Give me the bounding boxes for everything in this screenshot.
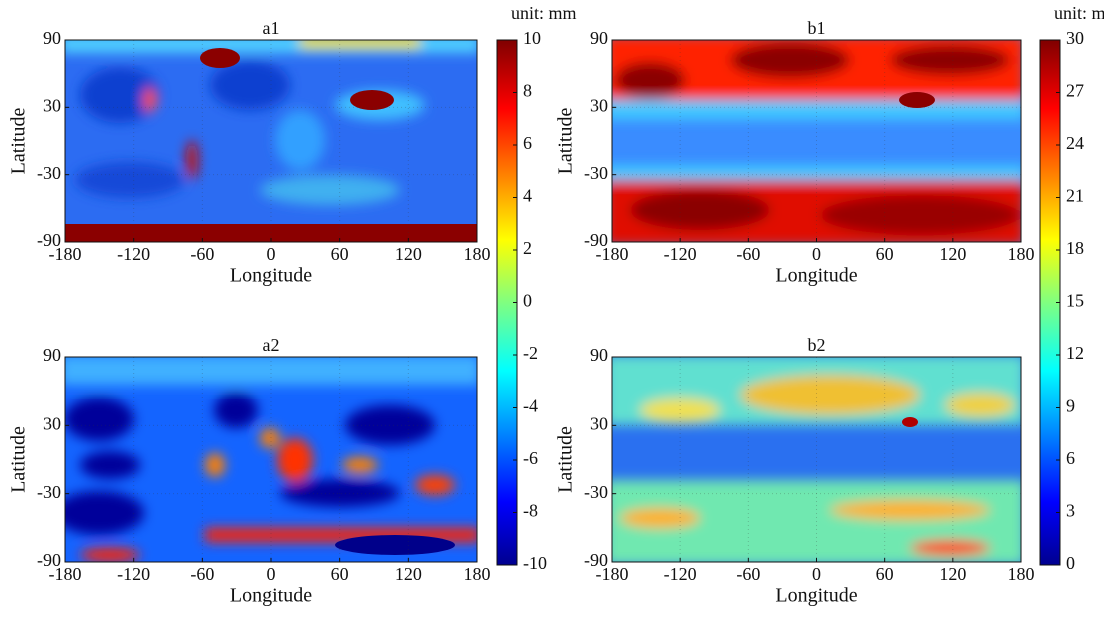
axes-box (64, 39, 478, 243)
x-tick-label: 60 (331, 564, 349, 584)
x-tick-label: -60 (736, 244, 760, 264)
x-tick-label: -120 (664, 244, 697, 264)
colorbar-tick-label: -2 (523, 343, 538, 363)
x-tick-label: -120 (664, 564, 697, 584)
colorbar-tick-label: -10 (523, 553, 547, 573)
x-tick-label: -180 (49, 564, 82, 584)
colorbar-tick-label: 6 (523, 133, 532, 153)
x-tick-label: 120 (395, 564, 422, 584)
x-tick-label: 180 (464, 564, 491, 584)
field-a2 (65, 357, 477, 562)
y-tick-label: -30 (584, 482, 608, 502)
y-tick-label: 30 (590, 95, 608, 115)
y-tick-label: 30 (43, 95, 61, 115)
panel-title: b1 (808, 18, 826, 38)
colorbar-tick-label: 18 (1066, 238, 1084, 258)
x-tick-label: 60 (876, 244, 894, 264)
field-b2 (612, 357, 1021, 562)
x-tick-label: 180 (1008, 244, 1035, 264)
x-tick-label: -180 (49, 244, 82, 264)
colorbar-tick-label: 21 (1066, 186, 1084, 206)
colorbar-tick-label: 24 (1066, 133, 1084, 153)
y-tick-label: 90 (43, 345, 61, 365)
y-tick-label: -90 (584, 550, 608, 570)
colorbar-tick-label: 0 (523, 291, 532, 311)
axes-box (611, 356, 1022, 563)
colorbar-tick-label: 6 (1066, 448, 1075, 468)
y-axis-label: Latitude (8, 426, 30, 493)
colorbar-label: unit: mm (1054, 3, 1104, 23)
x-tick-label: -60 (190, 244, 214, 264)
colorbar-tick-label: 9 (1066, 396, 1075, 416)
x-tick-label: -60 (736, 564, 760, 584)
colorbar-tick-label: 8 (523, 81, 532, 101)
x-tick-label: 0 (812, 244, 821, 264)
colorbar-tick-label: 0 (1066, 553, 1075, 573)
axes-box (611, 39, 1022, 243)
y-tick-label: -30 (37, 482, 61, 502)
x-tick-label: 180 (464, 244, 491, 264)
colorbar-tick-label: 30 (1066, 28, 1084, 48)
colorbar-tick-label: 15 (1066, 291, 1084, 311)
x-tick-label: 60 (876, 564, 894, 584)
x-tick-label: 60 (331, 244, 349, 264)
y-tick-label: 30 (43, 413, 61, 433)
colorbar-tick-label: 4 (523, 186, 532, 206)
y-tick-label: -90 (584, 230, 608, 250)
panel-title: a2 (263, 335, 280, 355)
colorbar-tick-label: 10 (523, 28, 541, 48)
x-axis-label: Longitude (775, 585, 857, 607)
y-tick-label: -90 (37, 550, 61, 570)
x-tick-label: 120 (939, 244, 966, 264)
y-tick-label: -90 (37, 230, 61, 250)
y-axis-label: Latitude (555, 426, 577, 493)
field-a1 (65, 40, 477, 242)
field-b1 (612, 40, 1021, 242)
x-tick-label: 180 (1008, 564, 1035, 584)
colorbar-tick-label: 27 (1066, 81, 1084, 101)
colorbar-tick-label: 12 (1066, 343, 1084, 363)
y-tick-label: -30 (37, 163, 61, 183)
x-tick-label: -180 (596, 564, 629, 584)
x-axis-label: Longitude (775, 265, 857, 287)
y-axis-label: Latitude (555, 108, 577, 175)
panel-title: a1 (263, 18, 280, 38)
x-tick-label: 0 (267, 244, 276, 264)
y-tick-label: 90 (43, 28, 61, 48)
x-axis-label: Longitude (230, 265, 312, 287)
axes-box (64, 356, 478, 563)
x-tick-label: 120 (395, 244, 422, 264)
colorbar-tick-label: -4 (523, 396, 538, 416)
x-tick-label: -120 (117, 244, 150, 264)
colorbar-tick-label: -6 (523, 448, 538, 468)
y-tick-label: -30 (584, 163, 608, 183)
colorbar-tick-label: 3 (1066, 501, 1075, 521)
x-tick-label: 120 (939, 564, 966, 584)
x-tick-label: 0 (267, 564, 276, 584)
y-axis-label: Latitude (8, 108, 30, 175)
y-tick-label: 30 (590, 413, 608, 433)
colorbar-label: unit: mm (511, 3, 577, 23)
y-tick-label: 90 (590, 345, 608, 365)
x-tick-label: -180 (596, 244, 629, 264)
x-axis-label: Longitude (230, 585, 312, 607)
colorbar-tick-label: 2 (523, 238, 532, 258)
x-tick-label: -120 (117, 564, 150, 584)
x-tick-label: -60 (190, 564, 214, 584)
colorbar-tick-label: -8 (523, 501, 538, 521)
y-tick-label: 90 (590, 28, 608, 48)
panel-title: b2 (808, 335, 826, 355)
x-tick-label: 0 (812, 564, 821, 584)
